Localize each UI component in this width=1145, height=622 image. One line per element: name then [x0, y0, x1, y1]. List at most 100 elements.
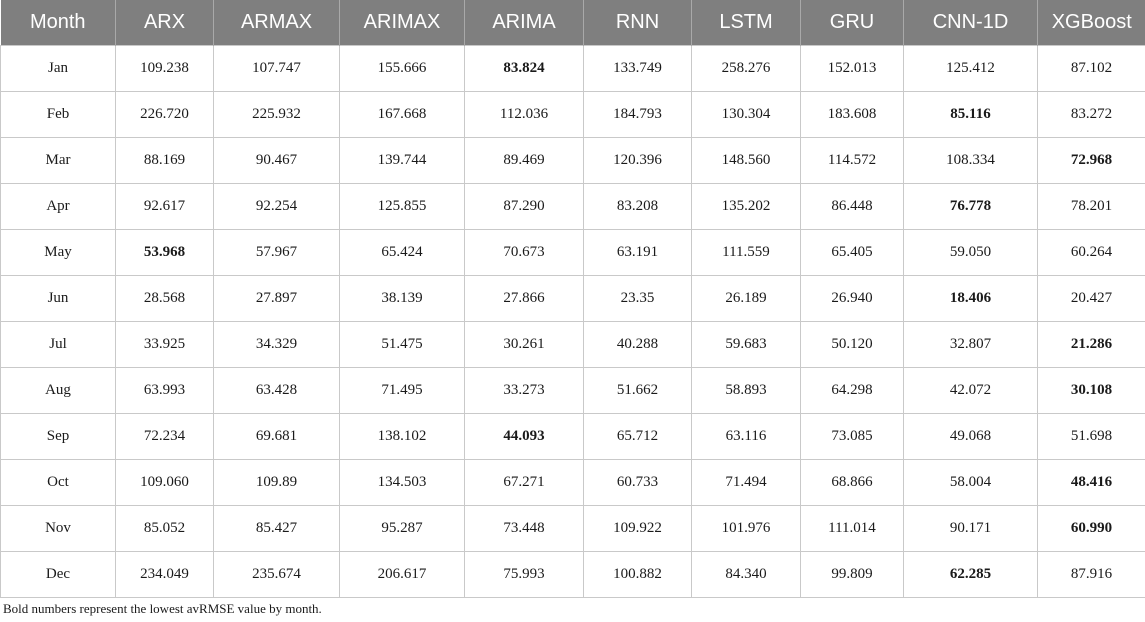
- value-cell: 60.990: [1037, 505, 1145, 552]
- table-row: Dec 234.049 235.674 206.617 75.993 100.882 84.…: [0, 551, 1145, 598]
- table-row: Jul 33.925 34.329 51.475 30.261 40.288 59.683 5…: [0, 321, 1145, 368]
- value-cell: 49.068: [903, 413, 1038, 460]
- header-cell: Month: [0, 0, 116, 46]
- value-cell: 63.116: [691, 413, 801, 460]
- value-cell: 72.234: [115, 413, 214, 460]
- value-cell: 101.976: [691, 505, 801, 552]
- value-cell: 50.120: [800, 321, 904, 368]
- value-cell: 42.072: [903, 367, 1038, 414]
- month-cell: Nov: [0, 505, 116, 552]
- value-cell: 183.608: [800, 91, 904, 138]
- month-cell: Aug: [0, 367, 116, 414]
- value-cell: 75.993: [464, 551, 584, 598]
- value-cell: 90.467: [213, 137, 340, 184]
- value-cell: 167.668: [339, 91, 465, 138]
- value-cell: 63.191: [583, 229, 692, 276]
- value-cell: 111.014: [800, 505, 904, 552]
- value-cell: 26.189: [691, 275, 801, 322]
- value-cell: 225.932: [213, 91, 340, 138]
- value-cell: 85.427: [213, 505, 340, 552]
- value-cell: 234.049: [115, 551, 214, 598]
- value-cell: 184.793: [583, 91, 692, 138]
- header-cell: ARIMA: [464, 0, 584, 46]
- value-cell: 120.396: [583, 137, 692, 184]
- value-cell: 51.475: [339, 321, 465, 368]
- value-cell: 62.285: [903, 551, 1038, 598]
- value-cell: 84.340: [691, 551, 801, 598]
- value-cell: 18.406: [903, 275, 1038, 322]
- value-cell: 38.139: [339, 275, 465, 322]
- value-cell: 69.681: [213, 413, 340, 460]
- month-cell: Feb: [0, 91, 116, 138]
- value-cell: 64.298: [800, 367, 904, 414]
- month-cell: Sep: [0, 413, 116, 460]
- value-cell: 57.967: [213, 229, 340, 276]
- value-cell: 99.809: [800, 551, 904, 598]
- header-cell: XGBoost: [1037, 0, 1145, 46]
- value-cell: 125.412: [903, 45, 1038, 92]
- table-row: Jun 28.568 27.897 38.139 27.866 23.35 26.189 26…: [0, 275, 1145, 322]
- value-cell: 71.495: [339, 367, 465, 414]
- rmse-table: Month ARX ARMAX ARIMAX ARIMA RNN LSTM GR…: [0, 0, 1145, 598]
- value-cell: 85.052: [115, 505, 214, 552]
- month-cell: Oct: [0, 459, 116, 506]
- month-cell: Apr: [0, 183, 116, 230]
- value-cell: 53.968: [115, 229, 214, 276]
- table-row: Aug 63.993 63.428 71.495 33.273 51.662 58.893 6…: [0, 367, 1145, 414]
- value-cell: 85.116: [903, 91, 1038, 138]
- value-cell: 44.093: [464, 413, 584, 460]
- month-cell: May: [0, 229, 116, 276]
- value-cell: 65.712: [583, 413, 692, 460]
- month-cell: Jan: [0, 45, 116, 92]
- value-cell: 63.993: [115, 367, 214, 414]
- value-cell: 258.276: [691, 45, 801, 92]
- value-cell: 59.683: [691, 321, 801, 368]
- value-cell: 28.568: [115, 275, 214, 322]
- value-cell: 63.428: [213, 367, 340, 414]
- value-cell: 78.201: [1037, 183, 1145, 230]
- header-cell: CNN-1D: [903, 0, 1038, 46]
- table-row: Mar 88.169 90.467 139.744 89.469 120.396 148.5…: [0, 137, 1145, 184]
- value-cell: 83.824: [464, 45, 584, 92]
- header-cell: RNN: [583, 0, 692, 46]
- value-cell: 148.560: [691, 137, 801, 184]
- header-cell: LSTM: [691, 0, 801, 46]
- value-cell: 58.893: [691, 367, 801, 414]
- value-cell: 34.329: [213, 321, 340, 368]
- value-cell: 30.261: [464, 321, 584, 368]
- value-cell: 83.208: [583, 183, 692, 230]
- value-cell: 133.749: [583, 45, 692, 92]
- value-cell: 65.424: [339, 229, 465, 276]
- value-cell: 90.171: [903, 505, 1038, 552]
- footnote: Bold numbers represent the lowest avRMSE…: [3, 601, 322, 616]
- value-cell: 86.448: [800, 183, 904, 230]
- value-cell: 95.287: [339, 505, 465, 552]
- value-cell: 83.272: [1037, 91, 1145, 138]
- table-row: Sep 72.234 69.681 138.102 44.093 65.712 63.116…: [0, 413, 1145, 460]
- value-cell: 87.290: [464, 183, 584, 230]
- value-cell: 88.169: [115, 137, 214, 184]
- value-cell: 89.469: [464, 137, 584, 184]
- value-cell: 30.108: [1037, 367, 1145, 414]
- table-row: Nov 85.052 85.427 95.287 73.448 109.922 101.97…: [0, 505, 1145, 552]
- value-cell: 226.720: [115, 91, 214, 138]
- value-cell: 73.448: [464, 505, 584, 552]
- value-cell: 73.085: [800, 413, 904, 460]
- value-cell: 87.916: [1037, 551, 1145, 598]
- value-cell: 235.674: [213, 551, 340, 598]
- table-body: Jan 109.238 107.747 155.666 83.824 133.749 258…: [0, 45, 1145, 598]
- month-cell: Mar: [0, 137, 116, 184]
- value-cell: 58.004: [903, 459, 1038, 506]
- value-cell: 76.778: [903, 183, 1038, 230]
- value-cell: 92.254: [213, 183, 340, 230]
- value-cell: 68.866: [800, 459, 904, 506]
- value-cell: 109.89: [213, 459, 340, 506]
- value-cell: 27.866: [464, 275, 584, 322]
- value-cell: 138.102: [339, 413, 465, 460]
- value-cell: 112.036: [464, 91, 584, 138]
- value-cell: 60.264: [1037, 229, 1145, 276]
- value-cell: 125.855: [339, 183, 465, 230]
- value-cell: 60.733: [583, 459, 692, 506]
- month-cell: Jun: [0, 275, 116, 322]
- month-cell: Dec: [0, 551, 116, 598]
